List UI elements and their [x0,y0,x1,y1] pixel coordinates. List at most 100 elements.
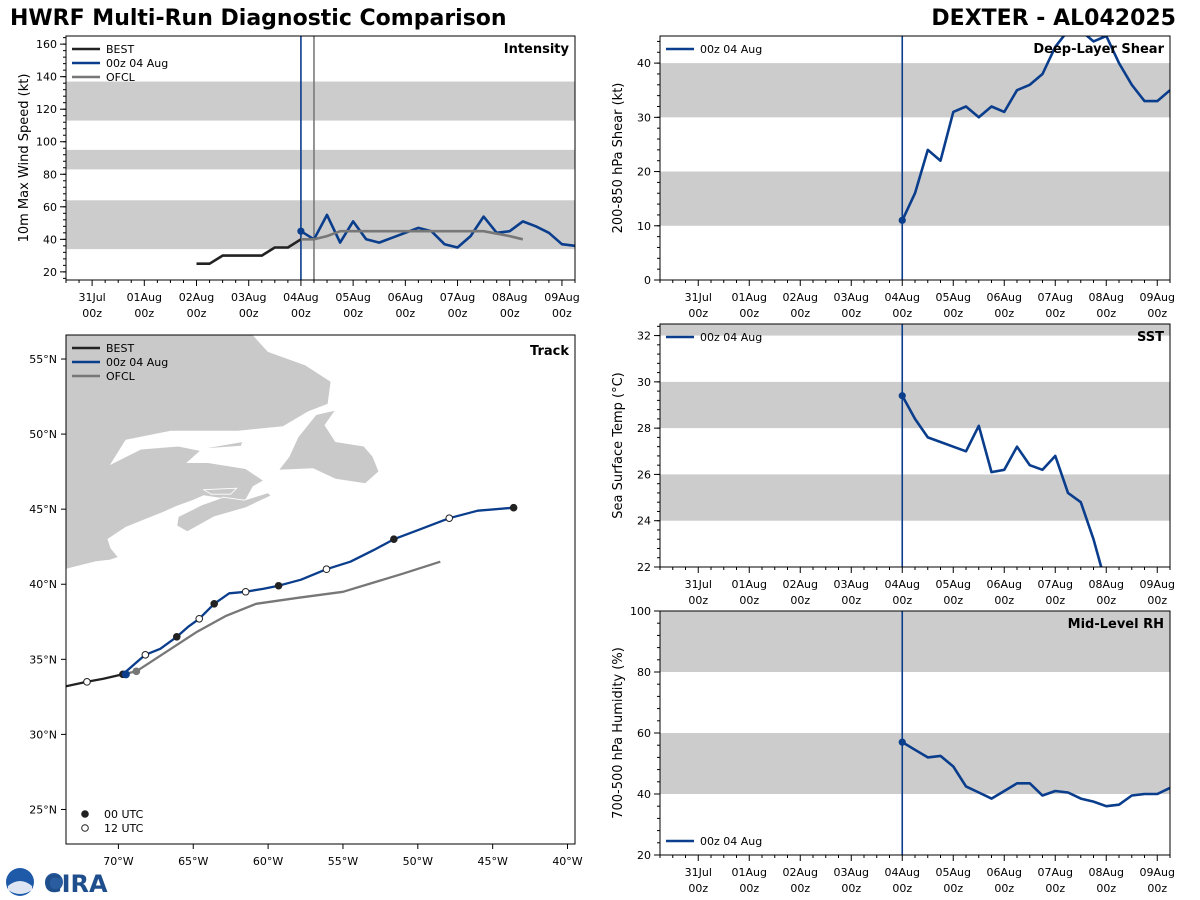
lat-tick-label: 55°N [29,353,57,366]
x-tick-label: 04Aug 00z [885,866,920,895]
x-tick-label: 08Aug 00z [1089,866,1124,895]
x-tick-label: 07Aug 00z [1038,578,1073,607]
track-point-00utc [274,581,283,590]
x-tick-label-line: 00z [82,307,102,320]
lat-tick-label: 50°N [29,428,57,441]
lon-tick-label: 50°W [403,855,433,868]
x-tick-label-line: 00z [790,307,810,320]
legend-label-0: 00z 04 Aug [700,43,762,56]
panel-title: Track [530,344,569,359]
x-tick-label-line: 01Aug [732,866,767,879]
y-tick-label: 24 [637,515,651,528]
land-shape-4 [199,441,244,450]
lon-tick-label: 45°W [477,855,507,868]
x-tick-label-line: 00z [994,882,1014,895]
legend-label-2: OFCL [106,71,136,84]
x-tick-label: 09Aug 00z [1140,866,1175,895]
x-tick-label-line: 00z [892,307,912,320]
x-tick-label-line: 00z [1045,882,1065,895]
legend-label-1: 00z 04 Aug [106,356,168,369]
x-tick-label: 02Aug 00z [783,291,818,320]
x-tick-label: 06Aug 00z [388,291,423,320]
y-tick-label: 0 [644,274,651,287]
plot-frame [65,35,576,281]
series-line-00z-04-aug [901,36,1170,221]
shaded-band-1 [66,149,575,170]
x-tick-label-line: 00z [790,882,810,895]
x-tick-label: 01Aug 00z [732,578,767,607]
x-tick-label-line: 08Aug [1089,866,1124,879]
x-tick-label-line: 00z [1147,882,1167,895]
current-position-marker [121,670,130,679]
track-point-00utc [509,503,518,512]
x-tick-label-line: 09Aug [1140,866,1175,879]
x-tick-label: 08Aug 00z [492,291,527,320]
x-tick-label-line: 00z [343,307,363,320]
land-shape-3 [202,487,238,495]
x-tick-label: 04Aug 00z [885,291,920,320]
x-tick-label-line: 02Aug [179,291,214,304]
y-tick-label: 100 [630,605,651,618]
x-tick-label-line: 00z [448,307,468,320]
x-tick-label-line: 00z [790,594,810,607]
ofcl-start-marker [132,667,141,676]
plot-frame [659,323,1171,568]
shaded-band-2 [66,81,575,121]
track-point-12utc [83,678,91,686]
y-tick-label: 120 [36,103,57,116]
y-tick-label: 80 [637,666,651,679]
y-tick-label: 40 [637,57,651,70]
data-point [898,392,906,400]
panel-title: Deep-Layer Shear [1033,42,1164,57]
x-tick-label: 09Aug 00z [544,291,579,320]
x-tick-label: 08Aug 00z [1089,291,1124,320]
x-tick-label-line: 04Aug [885,866,920,879]
x-tick-label: 04Aug 00z [283,291,318,320]
x-tick-label-line: 00z [500,307,520,320]
x-tick-label-line: 00z [291,307,311,320]
x-tick-label-line: 31Jul [685,866,712,879]
x-tick-label-line: 00z [943,307,963,320]
shaded-band-0 [660,733,1170,794]
x-tick-label: 03Aug 00z [834,291,869,320]
x-tick-label: 03Aug 00z [834,578,869,607]
shaded-band-1 [660,611,1170,672]
track-point-12utc [322,565,331,574]
legend-label-1: 00z 04 Aug [106,57,168,70]
x-tick-label: 06Aug 00z [987,578,1022,607]
y-tick-label: 26 [637,468,651,481]
noaa-wave-icon [8,881,32,894]
legend-label-0: 00z 04 Aug [700,331,762,344]
plot-frame [659,610,1171,856]
x-tick-label: 09Aug 00z [1140,578,1175,607]
figure-title: HWRF Multi-Run Diagnostic Comparison [10,6,507,31]
x-tick-label-line: 06Aug [987,578,1022,591]
storm-title: DEXTER - AL042025 [931,6,1176,31]
y-axis-label: Sea Surface Temp (°C) [611,372,626,519]
x-tick-label-line: 03Aug [231,291,266,304]
data-point [297,227,305,235]
x-tick-label: 05Aug 00z [936,578,971,607]
y-tick-label: 30 [637,111,651,124]
plot-frame [659,35,1171,281]
x-tick-label-line: 00z [1147,594,1167,607]
lon-tick-label: 60°W [253,855,283,868]
x-tick-label-line: 09Aug [544,291,579,304]
legend-label-0: 00z 04 Aug [700,835,762,848]
shaded-band-0 [660,474,1170,521]
x-tick-label-line: 00z [994,307,1014,320]
x-tick-label-line: 00z [739,307,759,320]
x-tick-label: 05Aug 00z [335,291,370,320]
cira-logo-text: CIRA [44,870,108,898]
x-tick-label: 05Aug 00z [936,866,971,895]
land-shape-1 [176,492,272,533]
x-tick-label-line: 00z [943,882,963,895]
x-tick-label-line: 08Aug [492,291,527,304]
x-tick-label: 07Aug 00z [1038,866,1073,895]
landmass-group [66,335,380,570]
y-tick-label: 60 [43,201,57,214]
x-tick-label-line: 05Aug [335,291,370,304]
x-tick-label: 04Aug 00z [885,578,920,607]
x-tick-label-line: 09Aug [1140,578,1175,591]
x-tick-label-line: 00z [688,594,708,607]
